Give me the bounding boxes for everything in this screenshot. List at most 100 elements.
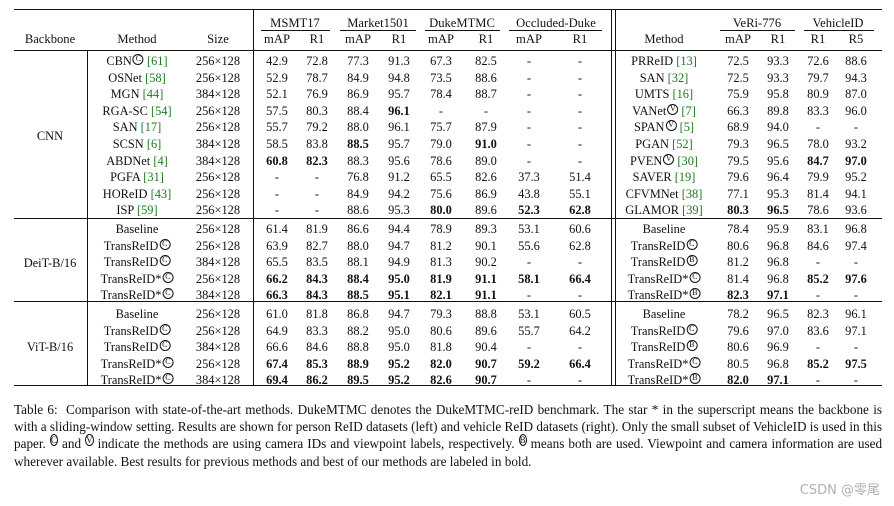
method-cell: TransReID* C (101, 373, 174, 388)
method-cell: PGFA [31] (110, 170, 164, 185)
veri-value: 95.9 (767, 222, 789, 236)
citation-link[interactable]: [31] (140, 170, 164, 185)
citation-link[interactable]: [7] (678, 103, 696, 118)
citation-link[interactable]: [61] (143, 54, 168, 68)
citation-link[interactable]: [6] (143, 137, 162, 151)
veri-value: 68.9 (727, 120, 749, 135)
vid-value: - (815, 120, 821, 135)
citation-link[interactable]: [43] (147, 186, 172, 201)
method-mark: V (667, 103, 679, 115)
msmt-value: 65.5 (266, 255, 288, 270)
citation-link[interactable]: [30] (674, 153, 699, 168)
size-cell: 256×128 (195, 170, 241, 185)
vid-value: 78.0 (807, 137, 829, 151)
veri-value: 95.6 (767, 153, 789, 168)
vehicle-method-cell: SAN [32] (640, 71, 689, 86)
size-vrule (253, 9, 254, 385)
market-value: 88.2 (347, 323, 369, 338)
occ-value: - (526, 87, 532, 102)
backbone-cnn: CNN (36, 128, 64, 143)
msmt-value: 52.1 (266, 87, 288, 102)
veri-value: 82.0 (727, 373, 749, 388)
method-name: ABDNet (106, 153, 151, 168)
duke-value: - (483, 103, 489, 118)
citation-link[interactable]: [44] (139, 87, 164, 102)
citation-link[interactable]: [13] (673, 54, 697, 68)
occ-value: 59.2 (518, 356, 540, 371)
citation-link[interactable]: [5] (676, 120, 695, 135)
vid-value: - (815, 288, 821, 303)
citation-link[interactable]: [52] (669, 137, 693, 151)
msmt-value: 84.6 (306, 340, 328, 355)
msmt-value: - (314, 170, 320, 185)
bottom-rule (14, 385, 882, 386)
duke-value: 89.6 (475, 203, 497, 218)
method-name: TransReID* (100, 271, 162, 286)
duke-value: 82.6 (475, 170, 497, 185)
table-caption: Table 6: Comparison with state-of-the-ar… (14, 401, 882, 470)
msmt-value: 61.4 (266, 222, 288, 236)
market-value: 76.8 (347, 170, 369, 185)
occ-value: 55.6 (518, 238, 540, 253)
method-cell: TransReID C (104, 323, 171, 339)
citation-link[interactable]: [4] (150, 153, 168, 168)
vid-value: 83.1 (807, 222, 829, 236)
method-cell: TransReID* C (101, 288, 174, 303)
method-mark: C (159, 255, 171, 267)
caption-label: Table 6: (14, 402, 58, 417)
vehicle-method-cell: CFVMNet [38] (626, 187, 703, 202)
veri-value: 81.4 (727, 271, 749, 286)
duke-value: 80.6 (430, 323, 452, 338)
group-rule-1 (14, 218, 882, 219)
msmt-value: 67.4 (266, 356, 288, 371)
vid-value: 96.0 (845, 103, 867, 118)
size-cell: 384×128 (195, 288, 241, 303)
citation-link[interactable]: [54] (147, 103, 172, 118)
market-value: 88.5 (347, 288, 369, 303)
header-vehicle-method: Method (644, 32, 684, 46)
veri-value: 80.5 (727, 356, 749, 371)
method-name: OSNet (108, 70, 142, 85)
duke-value: 80.0 (430, 203, 452, 218)
duke-value: 89.0 (475, 153, 497, 168)
citation-link[interactable]: [38] (678, 186, 703, 201)
occ-value: - (577, 87, 583, 102)
method-cell: TransReID C (104, 255, 171, 270)
vehicle-method-cell: PVEN V [30] (630, 153, 699, 169)
veri-value: 97.1 (767, 373, 789, 388)
msmt-value: 85.3 (306, 356, 328, 371)
header-size: Size (207, 32, 229, 46)
msmt-value: 55.7 (266, 120, 288, 135)
citation-link[interactable]: [19] (671, 170, 696, 185)
group-rule-2 (14, 301, 882, 302)
method-mark: C (689, 271, 701, 283)
group-underline-4 (720, 30, 795, 31)
market-value: 84.9 (347, 186, 369, 201)
veri-value: 79.6 (727, 170, 749, 185)
vid-value: 88.6 (845, 54, 867, 68)
veri-value: 79.5 (727, 153, 749, 168)
market-value: 86.8 (347, 307, 369, 321)
method-mark: C (159, 323, 171, 335)
top-rule (14, 9, 882, 10)
vehicle-method-cell: GLAMOR [39] (625, 203, 702, 218)
citation-link[interactable]: [58] (141, 70, 166, 85)
market-value: 95.7 (388, 87, 410, 102)
market-value: 91.3 (388, 54, 410, 68)
citation-link[interactable]: [32] (664, 70, 689, 85)
citation-link[interactable]: [59] (133, 203, 158, 218)
occ-value: 52.3 (518, 203, 540, 218)
citation-link[interactable]: [17] (137, 120, 162, 135)
vid-value: 81.4 (807, 186, 829, 201)
market-value: 89.5 (347, 373, 369, 388)
method-mark: V (665, 120, 677, 132)
size-cell: 256×128 (195, 238, 241, 253)
citation-link[interactable]: [39] (678, 203, 703, 218)
msmt-value: 83.5 (306, 255, 328, 270)
vehicle-method-cell: TransReID B (631, 255, 698, 270)
occ-value: - (526, 373, 532, 388)
market-value: 95.0 (388, 340, 410, 355)
veri-value: 96.8 (767, 255, 789, 270)
msmt-value: 81.8 (306, 307, 328, 321)
citation-link[interactable]: [16] (669, 87, 694, 102)
